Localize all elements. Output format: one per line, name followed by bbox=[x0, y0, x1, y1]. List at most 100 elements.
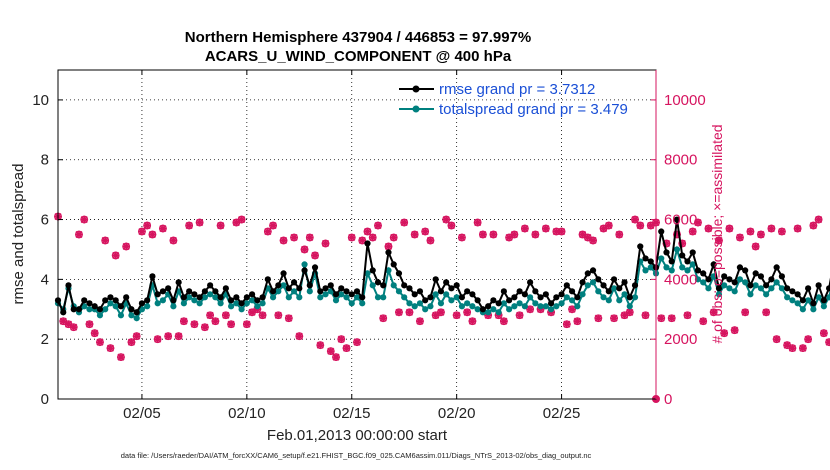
y-tick-label: 2 bbox=[41, 331, 49, 348]
rmse-point bbox=[789, 288, 796, 295]
rmse-point bbox=[700, 270, 707, 277]
rmse-point bbox=[448, 285, 455, 292]
rmse-point bbox=[642, 255, 649, 262]
obs-assimilated-marker bbox=[64, 320, 73, 329]
totalspread-point bbox=[547, 306, 555, 313]
rmse-point bbox=[726, 276, 733, 283]
totalspread-point bbox=[374, 294, 382, 301]
rmse-point bbox=[159, 288, 167, 295]
obs-assimilated-marker bbox=[662, 239, 671, 248]
totalspread-point bbox=[621, 291, 628, 298]
rmse-point bbox=[616, 285, 623, 292]
obs-assimilated-marker bbox=[290, 233, 298, 242]
totalspread-point bbox=[217, 300, 224, 307]
obs-assimilated-marker bbox=[783, 341, 791, 349]
rmse-point bbox=[511, 294, 518, 301]
totalspread-point bbox=[589, 279, 597, 286]
obs-assimilated-marker bbox=[615, 230, 624, 239]
rmse-point bbox=[658, 228, 665, 235]
obs-assimilated-marker bbox=[736, 233, 744, 242]
totalspread-point bbox=[574, 303, 581, 310]
obs-assimilated-marker bbox=[746, 227, 755, 236]
totalspread-point bbox=[369, 282, 376, 289]
obs-assimilated-marker bbox=[767, 224, 776, 233]
rmse-point bbox=[275, 282, 282, 289]
totalspread-point bbox=[784, 294, 791, 301]
totalspread-point bbox=[296, 294, 303, 301]
totalspread-point bbox=[117, 312, 125, 319]
totalspread-point bbox=[642, 267, 649, 274]
rmse-point bbox=[668, 258, 675, 265]
obs-assimilated-marker bbox=[353, 338, 361, 346]
obs-assimilated-marker bbox=[604, 221, 613, 230]
rmse-point bbox=[317, 288, 324, 295]
rmse-point bbox=[773, 264, 780, 271]
obs-assimilated-marker bbox=[180, 317, 188, 326]
obs-assimilated-marker bbox=[101, 236, 110, 245]
totalspread-point bbox=[490, 306, 497, 313]
totalspread-point bbox=[254, 303, 261, 310]
obs-assimilated-marker bbox=[814, 215, 823, 224]
rmse-point bbox=[60, 309, 67, 316]
obs-assimilated-marker bbox=[405, 308, 414, 317]
rmse-point bbox=[180, 294, 187, 301]
rmse-point bbox=[679, 252, 686, 259]
totalspread-point bbox=[705, 285, 712, 292]
rmse-point bbox=[196, 294, 203, 301]
rmse-point bbox=[369, 267, 376, 274]
totalspread-point bbox=[658, 255, 665, 262]
y2-tick-label: 2000 bbox=[664, 331, 697, 348]
axes: 02/05 02/10 02/15 02/20 02/25 0 2 4 6 8 10 0 2000 400… bbox=[32, 69, 706, 422]
obs-assimilated-marker bbox=[704, 224, 713, 233]
obs-assimilated-marker bbox=[568, 305, 576, 314]
rmse-point bbox=[264, 276, 271, 283]
totalspread-point bbox=[773, 279, 780, 286]
obs-assimilated-marker bbox=[500, 317, 508, 326]
rmse-point bbox=[327, 282, 334, 289]
rmse-point bbox=[826, 285, 830, 292]
obs-assimilated-marker bbox=[757, 230, 765, 239]
obs-assimilated-marker bbox=[342, 344, 351, 352]
rmse-point bbox=[437, 288, 445, 295]
totalspread-point bbox=[663, 264, 670, 271]
totalspread-point bbox=[411, 303, 418, 310]
rmse-point bbox=[306, 282, 313, 289]
obs-assimilated-marker bbox=[673, 230, 681, 239]
totalspread-point bbox=[527, 294, 534, 301]
obs-assimilated-marker bbox=[305, 233, 314, 242]
rmse-point bbox=[710, 261, 717, 268]
totalspread-point bbox=[133, 315, 140, 322]
totalspread-point bbox=[731, 288, 738, 295]
y-tick-label: 10 bbox=[32, 92, 49, 109]
rmse-point bbox=[705, 276, 712, 283]
obs-assimilated-marker bbox=[510, 230, 519, 239]
obs-assimilated-marker bbox=[552, 227, 561, 236]
obs-assimilated-marker bbox=[347, 233, 356, 242]
totalspread-point bbox=[385, 267, 392, 274]
rmse-point bbox=[107, 294, 114, 301]
totalspread-point bbox=[401, 294, 408, 301]
obs-assimilated-marker bbox=[678, 239, 687, 248]
obs-assimilated-marker bbox=[169, 236, 178, 245]
obs-assimilated-marker bbox=[416, 317, 424, 326]
obs-assimilated-marker bbox=[720, 329, 728, 337]
x-tick-label: 02/15 bbox=[333, 405, 371, 422]
rmse-point bbox=[416, 288, 424, 295]
obs-assimilated-marker bbox=[489, 230, 498, 239]
obs-assimilated-marker bbox=[699, 317, 708, 326]
totalspread-point bbox=[107, 300, 114, 307]
rmse-point bbox=[542, 291, 549, 298]
rmse-point bbox=[128, 306, 135, 313]
obs-assimilated-marker bbox=[772, 335, 781, 343]
obs-assimilated-marker bbox=[421, 227, 429, 236]
obs-assimilated-marker bbox=[174, 332, 183, 340]
obs-assimilated-marker bbox=[85, 320, 94, 329]
totalspread-point bbox=[280, 282, 287, 289]
obs-assimilated-marker bbox=[683, 311, 692, 320]
rmse-point bbox=[547, 300, 555, 307]
rmse-point bbox=[395, 270, 403, 277]
rmse-point bbox=[453, 282, 460, 289]
rmse-point bbox=[233, 294, 240, 301]
obs-assimilated-marker bbox=[80, 215, 89, 224]
rmse-point bbox=[763, 282, 770, 289]
